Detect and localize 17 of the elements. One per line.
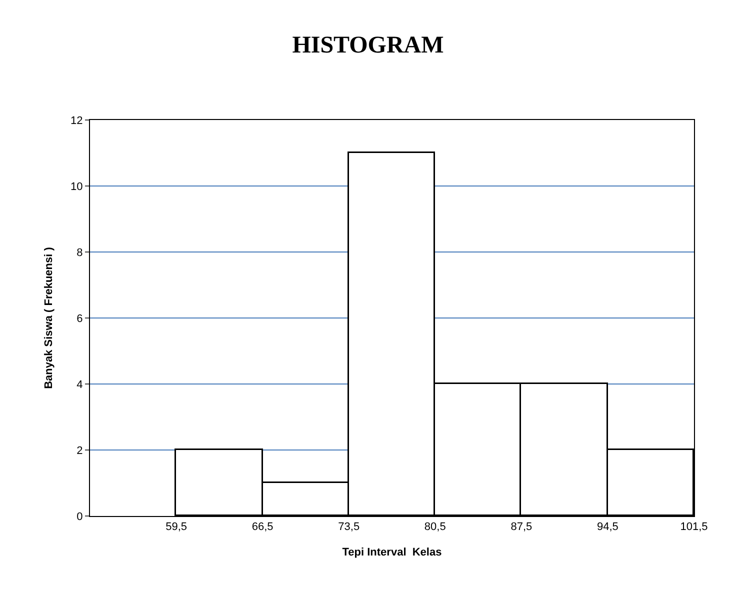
y-tick-label: 2 [76,444,83,457]
x-tick-label: 80,5 [424,521,446,534]
y-tick-label: 4 [76,378,83,391]
x-tick-label: 94,5 [597,521,618,534]
x-axis-title: Tepi Interval Kelas [342,546,442,558]
y-tick-label: 6 [76,312,83,325]
y-tick-label: 8 [76,246,83,259]
y-tick-label: 0 [76,510,83,523]
y-tick-label: 10 [70,180,83,193]
y-tick-label: 12 [70,114,83,127]
y-axis-title: Banyak Siswa ( Frekuensi ) [43,246,56,389]
x-tick-label: 73,5 [338,521,360,534]
chart-title: HISTOGRAM [292,32,444,58]
x-tick-label: 59,5 [166,521,187,534]
x-tick-label: 87,5 [510,521,532,534]
x-tick-label: 101,5 [680,521,708,534]
x-tick-label: 66,5 [252,521,274,534]
